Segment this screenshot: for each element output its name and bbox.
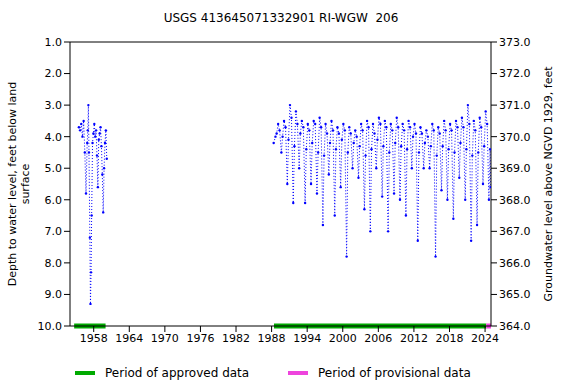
svg-text:1982: 1982 [222, 332, 250, 345]
svg-text:7.0: 7.0 [45, 225, 63, 238]
svg-text:3.0: 3.0 [45, 99, 63, 112]
svg-text:1970: 1970 [151, 332, 179, 345]
svg-text:6.0: 6.0 [45, 194, 63, 207]
svg-text:2006: 2006 [364, 332, 392, 345]
svg-text:2.0: 2.0 [45, 67, 63, 80]
svg-text:Depth to water level, feet bel: Depth to water level, feet below landsur… [8, 82, 32, 287]
svg-text:372.0: 372.0 [499, 67, 531, 80]
svg-text:5.0: 5.0 [45, 162, 63, 175]
svg-text:1964: 1964 [115, 332, 143, 345]
svg-text:1958: 1958 [80, 332, 108, 345]
svg-text:Period of approved data: Period of approved data [105, 366, 249, 380]
svg-text:9.0: 9.0 [45, 288, 63, 301]
svg-text:1.0: 1.0 [45, 36, 63, 49]
svg-text:365.0: 365.0 [499, 288, 531, 301]
svg-text:2000: 2000 [329, 332, 357, 345]
svg-text:4.0: 4.0 [45, 131, 63, 144]
svg-text:1976: 1976 [186, 332, 214, 345]
svg-text:2024: 2024 [471, 332, 499, 345]
svg-text:Period of provisional data: Period of provisional data [318, 366, 471, 380]
svg-text:2018: 2018 [435, 332, 463, 345]
svg-text:1994: 1994 [293, 332, 321, 345]
svg-text:2012: 2012 [400, 332, 428, 345]
svg-text:Groundwater level above NGVD 1: Groundwater level above NGVD 1929, feet [542, 66, 555, 302]
svg-text:1988: 1988 [258, 332, 286, 345]
svg-text:369.0: 369.0 [499, 162, 531, 175]
svg-text:367.0: 367.0 [499, 225, 531, 238]
svg-text:364.0: 364.0 [499, 320, 531, 333]
svg-text:370.0: 370.0 [499, 131, 531, 144]
svg-text:10.0: 10.0 [38, 320, 63, 333]
svg-text:8.0: 8.0 [45, 257, 63, 270]
svg-text:USGS 413645071332901 RI-WGW 2: USGS 413645071332901 RI-WGW 206 [164, 11, 399, 25]
svg-text:366.0: 366.0 [499, 257, 531, 270]
svg-text:373.0: 373.0 [499, 36, 531, 49]
svg-text:371.0: 371.0 [499, 99, 531, 112]
svg-text:368.0: 368.0 [499, 194, 531, 207]
